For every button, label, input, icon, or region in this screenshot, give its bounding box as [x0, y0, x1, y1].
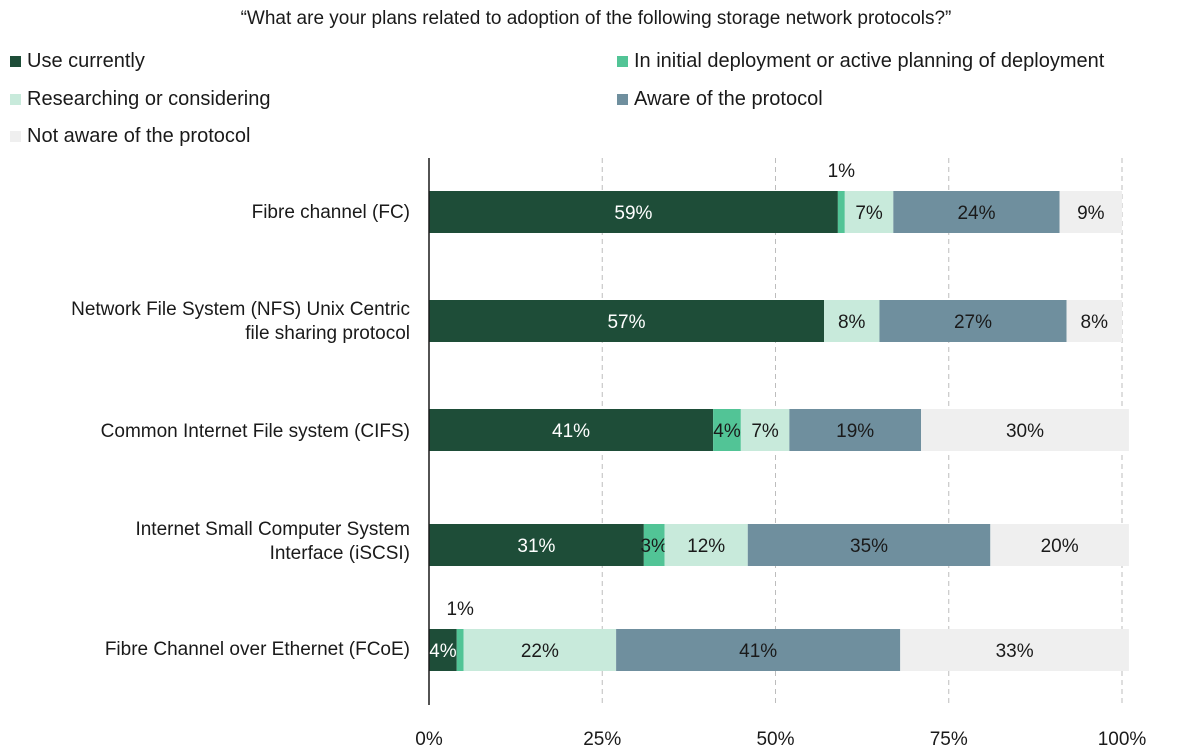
chart-title: “What are your plans related to adoption…: [240, 8, 952, 29]
legend-item-use-currently: Use currently: [10, 50, 145, 73]
legend-label: Researching or considering: [27, 88, 271, 110]
bar-segment: [643, 524, 665, 566]
data-label: 3%: [640, 536, 668, 557]
data-label: 1%: [446, 599, 474, 620]
category-label-cifs: Common Internet File system (CIFS): [100, 421, 410, 442]
data-label: 27%: [954, 312, 992, 333]
x-tick-label: 0%: [415, 729, 443, 749]
x-tick-label: 100%: [1098, 729, 1147, 749]
legend-swatch: [10, 56, 21, 67]
bar-segment: [844, 191, 894, 233]
legend-swatch: [617, 56, 628, 67]
data-label: 57%: [607, 312, 645, 333]
bar-segment: [713, 409, 741, 451]
data-label: 24%: [957, 203, 995, 224]
category-label-fc: Fibre channel (FC): [251, 202, 410, 223]
bar-segment: [616, 629, 901, 671]
data-label: 59%: [614, 203, 652, 224]
bar-segment: [824, 300, 880, 342]
data-label: 33%: [996, 641, 1034, 662]
bar-segment: [664, 524, 748, 566]
legend-label: Aware of the protocol: [634, 88, 823, 110]
bar-segment: [429, 409, 714, 451]
data-label: 12%: [687, 536, 725, 557]
data-label: 20%: [1041, 536, 1079, 557]
bar-segment: [463, 629, 617, 671]
bar-segment: [921, 409, 1129, 451]
category-label-fcoe: Fibre Channel over Ethernet (FCoE): [104, 639, 410, 660]
x-tick-label: 75%: [930, 729, 968, 749]
category-label-nfs: Network File System (NFS) Unix Centric f…: [71, 299, 410, 344]
legend-label: Use currently: [27, 50, 145, 72]
bar-segment: [429, 300, 825, 342]
x-tick-label: 50%: [756, 729, 794, 749]
bar-segment: [893, 191, 1060, 233]
bar-segment: [456, 629, 464, 671]
data-label: 31%: [517, 536, 555, 557]
bar-segment: [900, 629, 1129, 671]
data-label: 22%: [521, 641, 559, 662]
bar-segment: [879, 300, 1067, 342]
data-label: 8%: [1081, 312, 1109, 333]
bar-segment: [837, 191, 845, 233]
legend-item-initial-deployment: In initial deployment or active planning…: [617, 50, 1104, 73]
data-label: 35%: [850, 536, 888, 557]
data-label: 4%: [429, 641, 457, 662]
data-label: 41%: [552, 421, 590, 442]
legend-swatch: [617, 94, 628, 105]
data-label: 41%: [739, 641, 777, 662]
legend-item-not-aware: Not aware of the protocol: [10, 125, 250, 148]
bar-segment: [429, 629, 457, 671]
data-label: 9%: [1077, 203, 1105, 224]
bar-segment: [1066, 300, 1122, 342]
data-label: 30%: [1006, 421, 1044, 442]
bar-segment: [1059, 191, 1122, 233]
data-label: 8%: [838, 312, 866, 333]
legend-item-researching: Researching or considering: [10, 88, 270, 111]
bar-segment: [747, 524, 991, 566]
data-label: 7%: [751, 421, 779, 442]
legend-label: Not aware of the protocol: [27, 125, 251, 147]
bar-segment: [789, 409, 922, 451]
data-label: 1%: [828, 161, 856, 182]
legend-item-aware: Aware of the protocol: [617, 88, 823, 111]
legend-label: In initial deployment or active planning…: [634, 50, 1105, 72]
legend-swatch: [10, 94, 21, 105]
data-label: 19%: [836, 421, 874, 442]
bar-segment: [429, 524, 644, 566]
data-label: 4%: [713, 421, 741, 442]
bar-segment: [740, 409, 790, 451]
x-tick-label: 25%: [583, 729, 621, 749]
data-label: 7%: [855, 203, 883, 224]
bar-segment: [990, 524, 1129, 566]
legend-swatch: [10, 131, 21, 142]
bar-segment: [429, 191, 838, 233]
category-label-iscsi: Internet Small Computer System Interface…: [135, 519, 410, 564]
